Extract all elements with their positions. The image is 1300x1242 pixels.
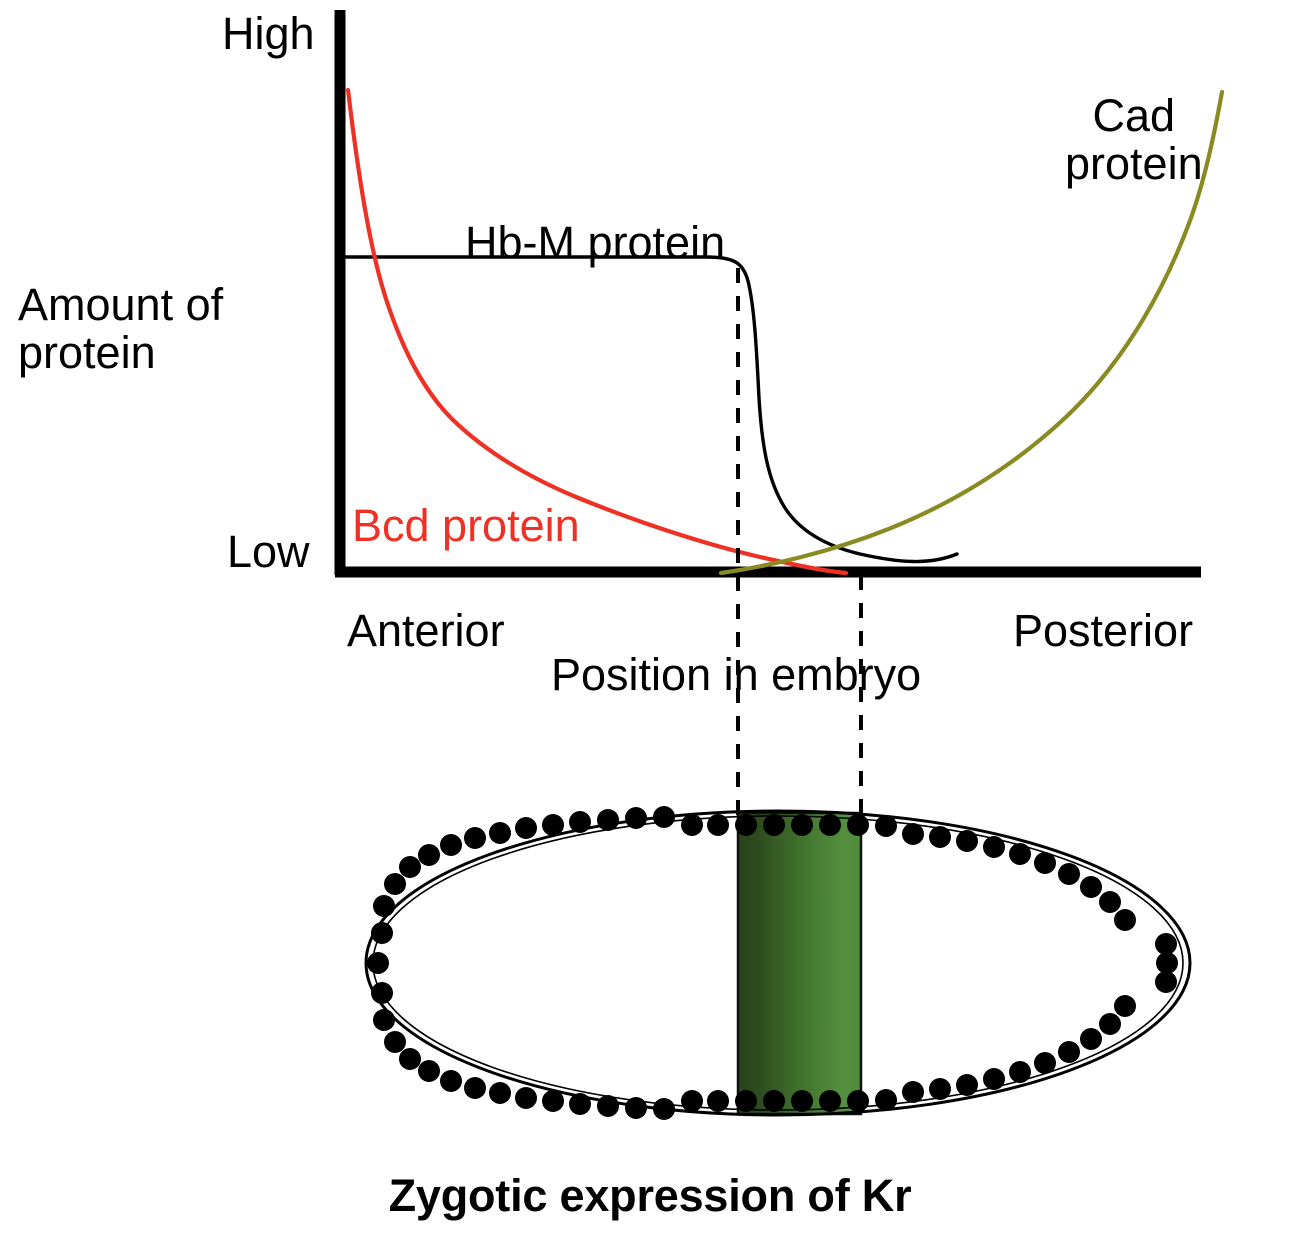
x-axis-tick-anterior: Anterior — [347, 605, 505, 656]
curve-cad-protein — [718, 89, 1225, 576]
curve-hb-m-protein — [340, 255, 959, 564]
figure-caption: Zygotic expression of Kr — [388, 1170, 912, 1221]
embryo-diagram — [364, 806, 1192, 1120]
y-axis-title: Amount of protein — [18, 279, 224, 378]
graph-axes — [334, 10, 1201, 578]
curve-bcd-protein — [345, 87, 849, 576]
y-axis-tick-low: Low — [227, 526, 310, 577]
curve-label-cad-protein: Cad protein — [1065, 90, 1203, 189]
embryo-outline — [364, 809, 1192, 1117]
y-axis-tick-high: High — [222, 8, 315, 59]
embryo-nuclei — [367, 806, 1178, 1120]
x-axis-title: Position in embryo — [551, 649, 922, 700]
curve-label-hb-m-protein: Hb-M protein — [465, 217, 726, 268]
curve-label-bcd-protein: Bcd protein — [352, 500, 580, 551]
kr-expression-band — [736, 811, 863, 1116]
register-lines — [736, 268, 863, 815]
x-axis-tick-posterior: Posterior — [1013, 605, 1194, 656]
